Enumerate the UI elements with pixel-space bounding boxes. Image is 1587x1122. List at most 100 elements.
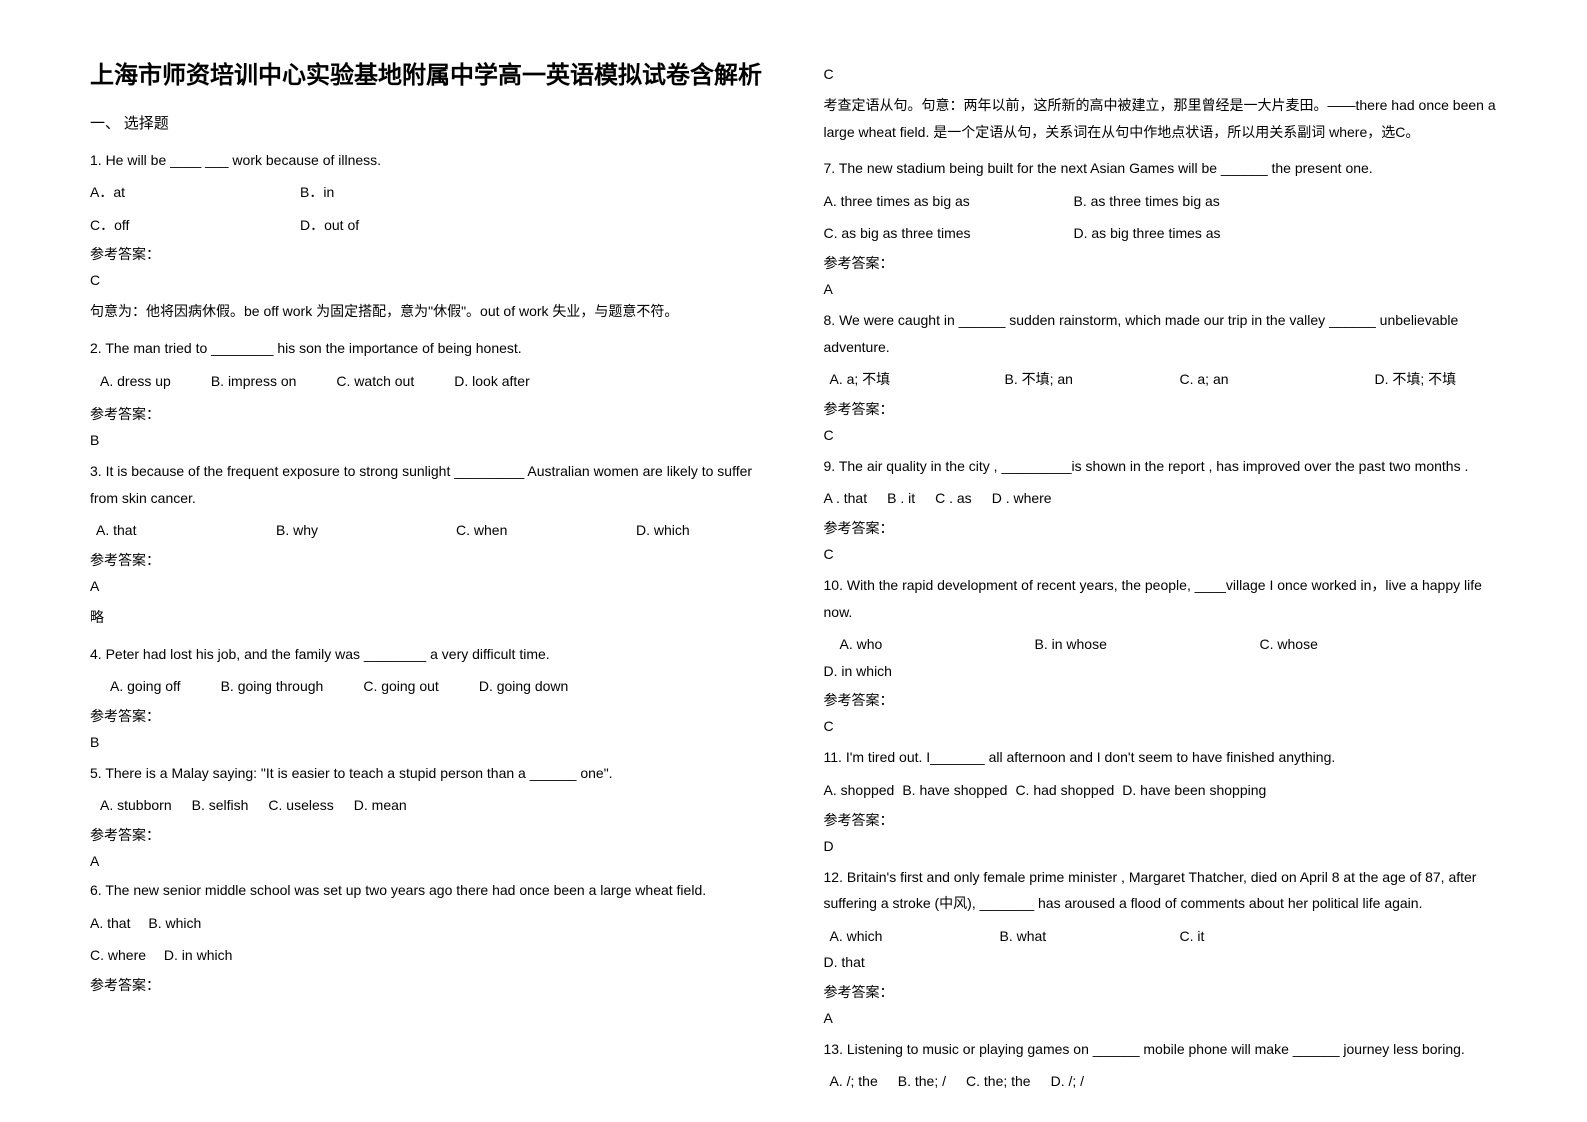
q7-opt-d: D. as big three times as (1074, 220, 1221, 247)
q5-opt-a: A. stubborn (100, 792, 172, 819)
q4-ans: B (90, 734, 764, 750)
q6-opt-b: B. which (148, 915, 201, 931)
q9-options: A . that B . it C . as D . where (824, 485, 1498, 512)
q12-opt-b: B. what (1000, 923, 1140, 950)
q11-opt-c: C. had shopped (1015, 777, 1114, 804)
q2-stem: 2. The man tried to ________ his son the… (90, 335, 764, 362)
q13-options: A. /; the B. the; / C. the; the D. /; / (824, 1068, 1498, 1095)
q5-options: A. stubborn B. selfish C. useless D. mea… (90, 792, 764, 819)
q9-opt-d: D . where (992, 485, 1052, 512)
q10-opt-b: B. in whose (1035, 631, 1220, 658)
q8-opt-b: B. 不填; an (1005, 366, 1140, 393)
q6-options-2: C. where D. in which (90, 942, 764, 969)
q10-opt-a: A. who (840, 631, 995, 658)
q4-options: A. going off B. going through C. going o… (90, 673, 764, 700)
q10-ans-label: 参考答案： (824, 690, 1498, 710)
q3-stem: 3. It is because of the frequent exposur… (90, 458, 764, 511)
q4-ans-label: 参考答案： (90, 706, 764, 726)
q4-opt-d: D. going down (479, 673, 569, 700)
q5-stem: 5. There is a Malay saying: "It is easie… (90, 760, 764, 787)
question-4: 4. Peter had lost his job, and the famil… (90, 641, 764, 750)
question-5: 5. There is a Malay saying: "It is easie… (90, 760, 764, 869)
q9-opt-a: A . that (824, 485, 868, 512)
q10-opt-c: C. whose (1260, 631, 1445, 658)
q12-opt-a: A. which (830, 923, 960, 950)
q13-opt-d: D. /; / (1051, 1068, 1084, 1095)
right-column: C 考查定语从句。句意：两年以前，这所新的高中被建立，那里曾经是一大片麦田。——… (794, 60, 1518, 1082)
q6-note: 考查定语从句。句意：两年以前，这所新的高中被建立，那里曾经是一大片麦田。——th… (824, 92, 1498, 145)
q4-opt-a: A. going off (110, 673, 181, 700)
q10-opt-d: D. in which (824, 658, 892, 685)
q1-opt-b: B．in (300, 179, 334, 206)
q9-opt-b: B . it (887, 485, 915, 512)
q7-options-1: A. three times as big as B. as three tim… (824, 188, 1498, 215)
q6-opt-d: D. in which (164, 947, 232, 963)
q8-opt-d: D. 不填; 不填 (1375, 366, 1457, 393)
q1-ans: C (90, 272, 764, 288)
q11-options: A. shopped B. have shopped C. had shoppe… (824, 777, 1498, 804)
q8-opt-a: A. a; 不填 (830, 366, 965, 393)
question-12: 12. Britain's first and only female prim… (824, 864, 1498, 1026)
q11-opt-d: D. have been shopping (1122, 777, 1266, 804)
q13-opt-c: C. the; the (966, 1068, 1031, 1095)
question-13: 13. Listening to music or playing games … (824, 1036, 1498, 1095)
q4-opt-c: C. going out (363, 673, 439, 700)
q6-opt-a: A. that (90, 915, 130, 931)
doc-title: 上海市师资培训中心实验基地附属中学高一英语模拟试卷含解析 (90, 60, 764, 94)
q3-options: A. that B. why C. when D. which (90, 517, 764, 544)
q7-stem: 7. The new stadium being built for the n… (824, 155, 1498, 182)
q6-opt-c: C. where (90, 947, 146, 963)
q4-opt-b: B. going through (221, 673, 324, 700)
left-column: 上海市师资培训中心实验基地附属中学高一英语模拟试卷含解析 一、 选择题 1. H… (70, 60, 794, 1082)
q6-ans-label: 参考答案： (90, 975, 764, 995)
q5-opt-b: B. selfish (192, 792, 249, 819)
q7-options-2: C. as big as three times D. as big three… (824, 220, 1498, 247)
q12-opt-c: C. it (1180, 923, 1390, 950)
q3-extra: 略 (90, 604, 764, 631)
q2-opt-d: D. look after (454, 368, 529, 395)
q7-opt-c: C. as big as three times (824, 220, 1034, 247)
q11-stem: 11. I'm tired out. I_______ all afternoo… (824, 744, 1498, 771)
q1-opt-d: D．out of (300, 212, 359, 239)
q8-ans: C (824, 427, 1498, 443)
q9-opt-c: C . as (935, 485, 972, 512)
q2-opt-c: C. watch out (336, 368, 414, 395)
q1-stem: 1. He will be ____ ___ work because of i… (90, 147, 764, 174)
q1-opt-a: A．at (90, 179, 260, 206)
q6-ans: C (824, 66, 1498, 82)
q2-ans-label: 参考答案： (90, 404, 764, 424)
q7-opt-a: A. three times as big as (824, 188, 1034, 215)
question-1: 1. He will be ____ ___ work because of i… (90, 147, 764, 325)
question-7: 7. The new stadium being built for the n… (824, 155, 1498, 297)
q5-opt-c: C. useless (268, 792, 333, 819)
q9-ans-label: 参考答案： (824, 518, 1498, 538)
question-3: 3. It is because of the frequent exposur… (90, 458, 764, 630)
q10-ans: C (824, 718, 1498, 734)
q12-opt-d: D. that (824, 949, 865, 976)
q13-stem: 13. Listening to music or playing games … (824, 1036, 1498, 1063)
q11-opt-a: A. shopped (824, 777, 895, 804)
q10-stem: 10. With the rapid development of recent… (824, 572, 1498, 625)
q11-ans-label: 参考答案： (824, 810, 1498, 830)
q12-options: A. which B. what C. it D. that (824, 923, 1498, 976)
q12-stem: 12. Britain's first and only female prim… (824, 864, 1498, 917)
q2-options: A. dress up B. impress on C. watch out D… (90, 368, 764, 395)
q5-ans: A (90, 853, 764, 869)
q13-opt-a: A. /; the (830, 1068, 878, 1095)
q3-ans-label: 参考答案： (90, 550, 764, 570)
q9-ans: C (824, 546, 1498, 562)
q7-opt-b: B. as three times big as (1074, 188, 1220, 215)
q3-opt-b: B. why (276, 517, 416, 544)
q1-options-2: C．off D．out of (90, 212, 764, 239)
q1-ans-label: 参考答案： (90, 244, 764, 264)
q8-options: A. a; 不填 B. 不填; an C. a; an D. 不填; 不填 (824, 366, 1498, 393)
q11-opt-b: B. have shopped (902, 777, 1007, 804)
q2-ans: B (90, 432, 764, 448)
q5-opt-d: D. mean (354, 792, 407, 819)
q4-stem: 4. Peter had lost his job, and the famil… (90, 641, 764, 668)
q3-ans: A (90, 578, 764, 594)
q6-stem: 6. The new senior middle school was set … (90, 877, 764, 904)
q8-stem: 8. We were caught in ______ sudden rains… (824, 307, 1498, 360)
q10-options: A. who B. in whose C. whose D. in which (824, 631, 1498, 684)
q1-options: A．at B．in (90, 179, 764, 206)
